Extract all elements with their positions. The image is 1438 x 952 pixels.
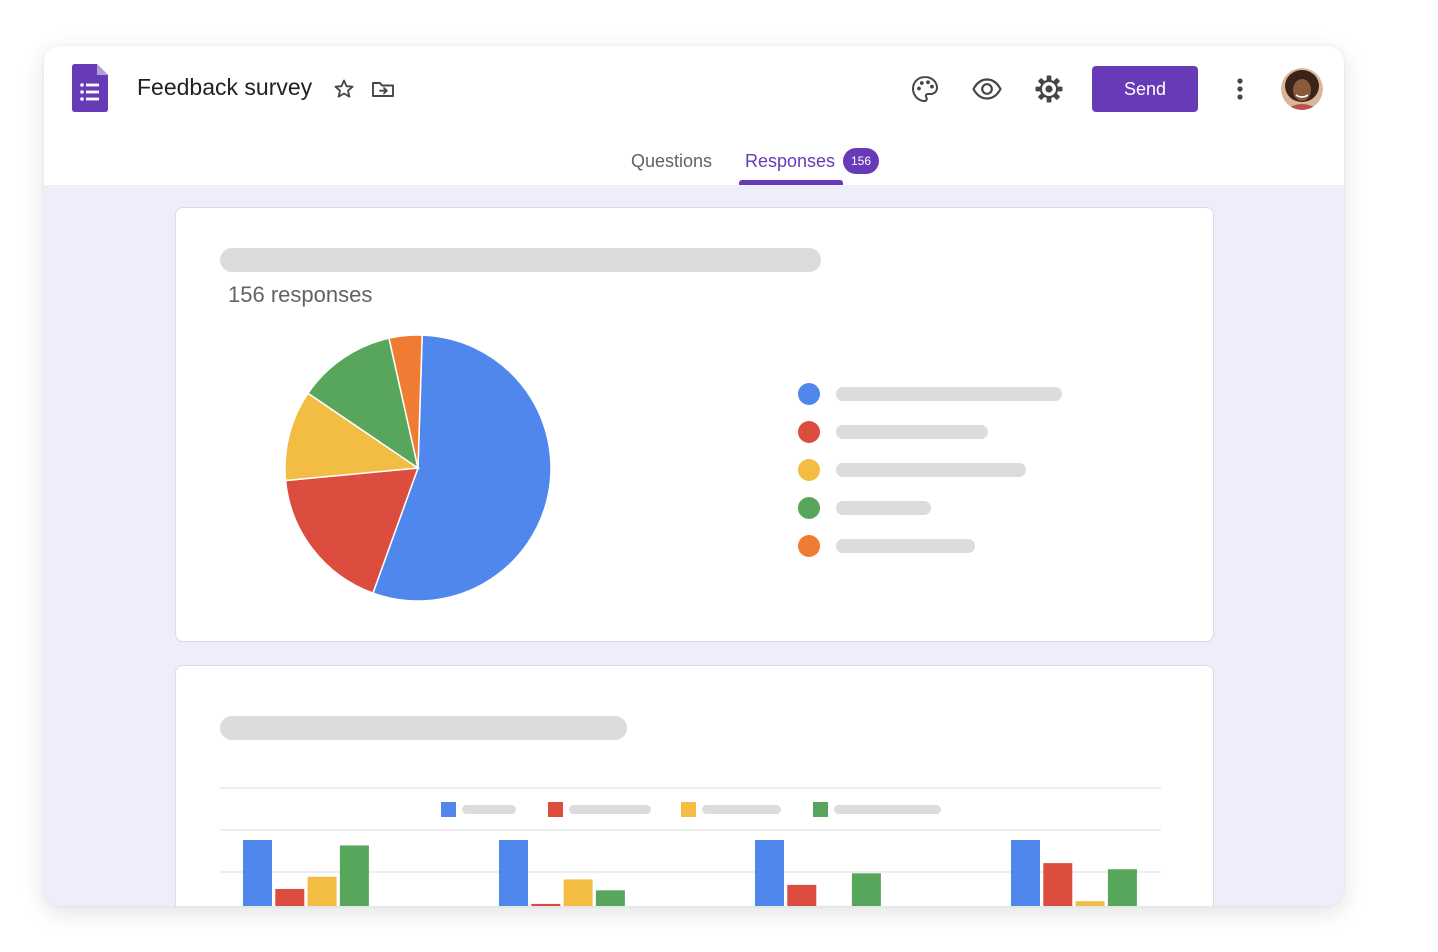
bar-chart [220,787,1161,906]
responses-count-badge: 156 [843,148,879,174]
more-vert-icon[interactable] [1228,76,1252,102]
question-title-placeholder [220,248,821,272]
form-title[interactable]: Feedback survey [137,74,313,100]
pie-slice[interactable] [388,334,423,469]
bar[interactable] [787,884,817,906]
legend-label-placeholder [462,805,516,814]
legend-swatch [798,535,820,557]
palette-icon[interactable] [909,73,941,105]
legend-label-placeholder [836,387,1062,401]
forms-logo-icon[interactable] [72,64,108,112]
app-header: Feedback survey [44,46,1344,185]
pie-chart [284,334,1062,602]
pie-slice[interactable] [306,337,420,470]
legend-label-placeholder [702,805,781,814]
bar[interactable] [1075,901,1105,906]
tab-responses[interactable]: Responses [745,151,836,171]
legend-swatch [798,421,820,443]
bar[interactable] [307,876,337,906]
bar[interactable] [275,888,305,906]
folder-move-icon[interactable] [370,77,396,101]
response-count: 156 responses [228,282,373,307]
question-title-placeholder [220,716,627,740]
bar[interactable] [499,840,528,906]
bar[interactable] [531,903,561,906]
star-icon[interactable] [332,77,356,101]
bar[interactable] [595,890,625,906]
bar[interactable] [243,840,272,906]
send-button[interactable]: Send [1092,66,1198,112]
summary-card: 156 responses [175,207,1214,642]
bar[interactable] [1107,869,1137,906]
bar[interactable] [755,840,784,906]
pie-slice[interactable] [371,334,552,602]
gear-icon[interactable] [1033,73,1065,105]
legend-swatch [798,497,820,519]
forms-window: Feedback survey [44,46,1344,906]
bar[interactable] [1011,840,1040,906]
bar[interactable] [851,873,881,906]
bar-chart-card [175,665,1214,906]
bar[interactable] [1043,863,1073,906]
eye-icon[interactable] [971,73,1003,105]
legend-label-placeholder [836,501,931,515]
bar[interactable] [563,879,593,906]
legend-swatch [548,802,563,817]
legend-swatch [813,802,828,817]
legend-label-placeholder [834,805,941,814]
bar[interactable] [339,845,369,906]
active-tab-indicator [739,180,843,185]
pie-slice[interactable] [284,392,421,482]
legend-label-placeholder [569,805,651,814]
legend-swatch [681,802,696,817]
legend-label-placeholder [836,425,988,439]
legend-swatch [441,802,456,817]
tab-questions[interactable]: Questions [631,151,713,171]
avatar[interactable] [1281,68,1323,110]
legend-label-placeholder [836,539,975,553]
legend-label-placeholder [836,463,1026,477]
pie-slice[interactable] [284,467,420,595]
legend-swatch [798,383,820,405]
legend-swatch [798,459,820,481]
